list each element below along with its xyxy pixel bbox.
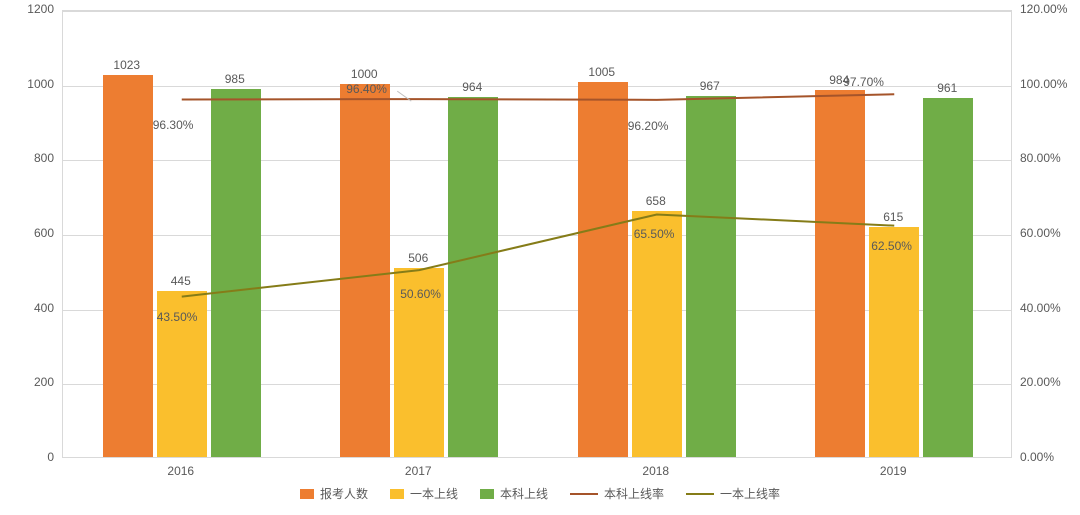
legend-label: 一本上线率: [720, 485, 780, 502]
bar-tier1: [869, 227, 919, 457]
y-left-tick: 0: [0, 450, 54, 464]
line-label: 65.50%: [634, 227, 675, 241]
y-right-tick: 120.00%: [1020, 2, 1067, 16]
bar-undergrad: [686, 96, 736, 457]
bar-applicants: [103, 75, 153, 457]
line-label: 96.20%: [628, 119, 669, 133]
bar-label: 506: [408, 251, 428, 265]
bar-label: 961: [937, 81, 957, 95]
y-left-tick: 1000: [0, 77, 54, 91]
line-label: 50.60%: [400, 287, 441, 301]
legend-label: 本科上线率: [604, 485, 664, 502]
legend-item: 一本上线率: [686, 485, 780, 502]
bar-label: 658: [646, 194, 666, 208]
bar-applicants: [340, 84, 390, 457]
bar-undergrad: [923, 98, 973, 457]
line-tier1_rate: [182, 214, 895, 296]
y-left-tick: 800: [0, 151, 54, 165]
bar-applicants: [815, 90, 865, 457]
legend-label: 报考人数: [320, 485, 368, 502]
bar-undergrad: [448, 97, 498, 457]
x-tick: 2018: [537, 464, 775, 478]
x-tick: 2017: [300, 464, 538, 478]
y-right-tick: 40.00%: [1020, 301, 1061, 315]
gridline: [63, 11, 1011, 12]
legend-swatch: [390, 489, 404, 499]
bar-label: 445: [171, 274, 191, 288]
bar-label: 1000: [351, 67, 378, 81]
x-tick: 2019: [775, 464, 1013, 478]
y-left-tick: 400: [0, 301, 54, 315]
line-label: 43.50%: [157, 310, 198, 324]
line-label: 96.30%: [153, 118, 194, 132]
y-left-tick: 600: [0, 226, 54, 240]
bar-label: 1023: [113, 58, 140, 72]
bar-label: 967: [700, 79, 720, 93]
bar-tier1: [632, 211, 682, 457]
legend-swatch: [480, 489, 494, 499]
legend-item: 本科上线率: [570, 485, 664, 502]
bar-label: 615: [883, 210, 903, 224]
legend-label: 本科上线: [500, 485, 548, 502]
dual-axis-bar-line-chart: 0 0.00% 200 20.00% 400 40.00% 600 60.00% 800 80.0…: [0, 0, 1080, 515]
legend-swatch: [300, 489, 314, 499]
legend: 报考人数 一本上线 本科上线 本科上线率 一本上线率: [0, 485, 1080, 502]
legend-item: 报考人数: [300, 485, 368, 502]
bar-undergrad: [211, 89, 261, 457]
y-left-tick: 1200: [0, 2, 54, 16]
leader-line: [397, 91, 411, 101]
x-tick: 2016: [62, 464, 300, 478]
y-left-tick: 200: [0, 375, 54, 389]
legend-label: 一本上线: [410, 485, 458, 502]
line-label: 62.50%: [871, 239, 912, 253]
line-label: 96.40%: [346, 82, 387, 96]
y-right-tick: 80.00%: [1020, 151, 1061, 165]
legend-swatch: [686, 493, 714, 495]
line-undergrad_rate: [182, 94, 895, 100]
y-right-tick: 60.00%: [1020, 226, 1061, 240]
bar-label: 985: [225, 72, 245, 86]
legend-item: 一本上线: [390, 485, 458, 502]
bar-applicants: [578, 82, 628, 457]
line-label: 97.70%: [843, 75, 884, 89]
bar-label: 964: [462, 80, 482, 94]
y-right-tick: 20.00%: [1020, 375, 1061, 389]
y-right-tick: 100.00%: [1020, 77, 1067, 91]
legend-swatch: [570, 493, 598, 495]
gridline: [63, 160, 1011, 161]
legend-item: 本科上线: [480, 485, 548, 502]
y-right-tick: 0.00%: [1020, 450, 1054, 464]
bar-label: 1005: [588, 65, 615, 79]
